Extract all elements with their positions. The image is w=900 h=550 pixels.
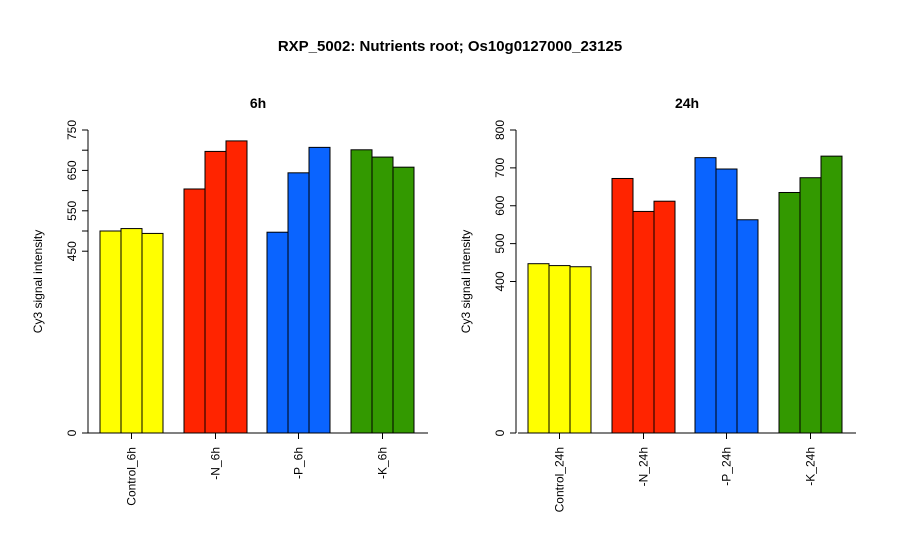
- chart-panel-0: 6h Cy3 signal intensity 0 450 550 650 750 Contr…: [31, 95, 428, 506]
- y-axis-label: Cy3 signal intensity: [459, 230, 473, 333]
- panel-title: 6h: [250, 95, 266, 111]
- x-tick-label: -P_24h: [720, 447, 734, 486]
- bar: [820, 155, 843, 434]
- x-tick-label: -K_6h: [376, 447, 390, 479]
- y-tick-label: 750: [65, 120, 79, 140]
- bar: [799, 177, 822, 434]
- bar: [183, 188, 206, 434]
- x-tick-label: -N_24h: [637, 447, 651, 486]
- y-tick-label: 0: [493, 429, 507, 436]
- bar: [653, 200, 676, 434]
- bar: [611, 177, 634, 434]
- bar: [99, 230, 122, 434]
- panel-title: 24h: [675, 95, 699, 111]
- bar: [371, 156, 394, 434]
- x-tick-label: -N_6h: [209, 447, 223, 480]
- bar: [120, 228, 143, 434]
- y-tick-label: 450: [65, 241, 79, 261]
- y-tick-label: 500: [493, 233, 507, 253]
- x-tick-label: Control_6h: [125, 447, 139, 506]
- bar: [778, 191, 801, 434]
- bar: [204, 150, 227, 434]
- bar: [308, 146, 331, 434]
- bar: [548, 265, 571, 434]
- bar: [266, 231, 289, 434]
- y-tick-label: 700: [493, 158, 507, 178]
- bar: [287, 172, 310, 434]
- figure-title: RXP_5002: Nutrients root; Os10g0127000_2…: [277, 38, 623, 55]
- bar: [632, 210, 655, 434]
- bar: [141, 232, 164, 434]
- bar: [225, 140, 248, 434]
- bar: [569, 266, 592, 434]
- bar: [736, 219, 759, 434]
- y-tick-label: 550: [65, 200, 79, 220]
- bar: [392, 166, 415, 434]
- y-tick-label: 400: [493, 271, 507, 291]
- y-tick-label: 0: [65, 429, 79, 436]
- x-tick-label: Control_24h: [553, 447, 567, 512]
- y-tick-label: 600: [493, 195, 507, 215]
- bar: [350, 149, 373, 434]
- x-tick-label: -K_24h: [804, 447, 818, 486]
- bar: [715, 168, 738, 434]
- y-tick-label: 650: [65, 160, 79, 180]
- bar: [694, 157, 717, 434]
- y-tick-label: 800: [493, 120, 507, 140]
- bar: [527, 263, 550, 434]
- chart-panel-1: 24h Cy3 signal intensity 0 400 500 600 700 800 C…: [459, 95, 856, 512]
- y-axis-label: Cy3 signal intensity: [31, 230, 45, 333]
- x-tick-label: -P_6h: [292, 447, 306, 479]
